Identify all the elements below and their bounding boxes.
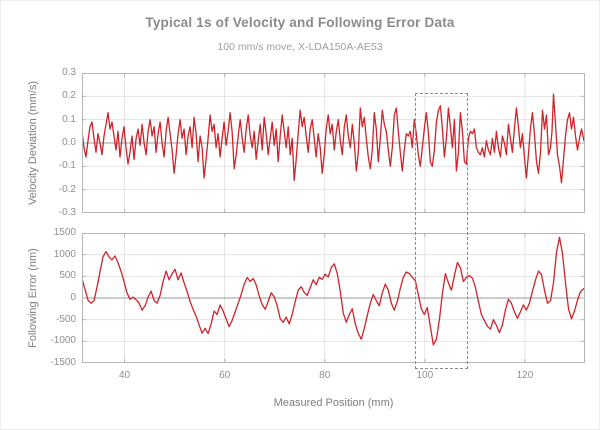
y-tick-label: -500 [55,313,76,325]
x-tick-label: 120 [516,370,534,381]
following-error-line [81,236,585,346]
x-axis-label: Measured Position (mm) [273,397,394,409]
x-tick-label: 80 [319,370,331,381]
chart-title: Typical 1s of Velocity and Following Err… [145,15,455,30]
y-tick-label: -0.3 [58,207,76,218]
y-tick-label: 1500 [53,227,76,238]
axes-border [82,73,585,213]
y-tick-label: 0.1 [62,113,76,125]
y-tick-label: 500 [59,270,76,282]
y-tick-label: 0 [70,292,76,303]
x-tick-label: 60 [219,370,231,381]
velocity-deviation-svg [81,72,585,214]
y-tick-label: 0.2 [62,90,76,102]
axes-border [82,233,585,363]
velocity-deviation-plot [81,72,585,214]
y-tick-label: 1000 [53,248,76,260]
velocity-deviation-line [81,93,585,184]
y-tick-label: 0.0 [62,137,76,148]
y-tick-label: 0.3 [62,67,76,78]
y-tick-label: -1500 [50,357,76,368]
chart-subtitle: 100 mm/s move, X-LDA150A-AE53 [217,41,383,53]
following-error-svg [81,232,585,364]
x-tick-label: 40 [118,370,131,381]
y-tick-label: -1000 [50,335,76,347]
x-tick-label: 100 [416,370,434,381]
y-tick-label: -0.2 [58,183,76,195]
following-error-plot [81,232,585,364]
y-tick-label: -0.1 [58,160,76,172]
